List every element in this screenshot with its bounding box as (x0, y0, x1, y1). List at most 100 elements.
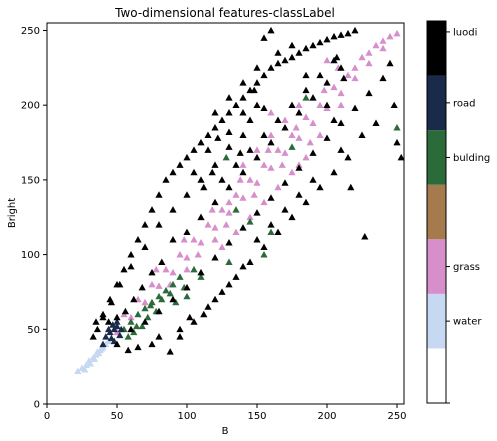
data-point-grass (274, 146, 282, 153)
data-point-bulding (147, 301, 155, 309)
data-point-grass (323, 56, 331, 64)
plot-area (46, 22, 405, 405)
data-point-luodi (253, 236, 261, 243)
data-point-luodi (274, 228, 282, 236)
colorbar-tick-label: water (453, 317, 482, 328)
data-point-grass (292, 123, 300, 131)
data-point-grass (379, 44, 387, 52)
data-point-luodi (239, 168, 247, 176)
data-point-luodi (141, 221, 149, 228)
data-point-luodi (281, 179, 289, 186)
data-point-water (95, 349, 103, 357)
data-point-luodi (260, 104, 268, 112)
data-point-bulding (141, 304, 149, 312)
data-point-luodi (204, 146, 212, 153)
data-point-luodi (337, 64, 345, 71)
data-point-luodi (211, 295, 219, 303)
data-point-luodi (130, 295, 138, 303)
data-point-grass (295, 101, 303, 109)
data-point-bulding (158, 295, 166, 303)
data-point-grass (194, 250, 202, 258)
data-point-luodi (239, 262, 247, 270)
data-point-luodi (288, 213, 296, 221)
data-point-water (81, 366, 89, 373)
data-point-road (102, 333, 110, 340)
data-point-luodi (141, 318, 149, 325)
data-point-grass (393, 29, 401, 37)
data-point-luodi (274, 59, 282, 67)
data-points (74, 26, 405, 375)
x-tick-label: 200 (317, 411, 336, 422)
data-point-luodi (239, 131, 247, 138)
data-point-bulding (144, 313, 152, 321)
data-point-luodi (155, 191, 163, 198)
data-point-luodi (211, 253, 219, 261)
data-point-luodi (274, 116, 282, 123)
data-point-road (113, 318, 121, 325)
data-point-luodi (134, 236, 142, 243)
data-point-bulding (190, 265, 198, 273)
data-point-luodi (337, 31, 345, 38)
colorbar-frame (426, 20, 447, 404)
data-point-luodi (288, 101, 296, 109)
y-tick-label: 50 (27, 325, 40, 336)
data-point-luodi (246, 258, 254, 265)
data-point-luodi (200, 183, 208, 191)
colorbar-segment (427, 239, 446, 294)
data-point-luodi (288, 41, 296, 49)
data-point-luodi (330, 168, 338, 176)
data-point-luodi (351, 104, 359, 112)
data-point-luodi (183, 153, 191, 161)
data-point-grass (320, 86, 328, 94)
data-point-bulding (127, 318, 135, 325)
data-point-luodi (148, 340, 156, 348)
data-point-grass (365, 59, 373, 67)
data-point-luodi (295, 49, 303, 56)
data-point-luodi (214, 134, 222, 141)
data-point-grass (232, 228, 240, 236)
data-point-luodi (190, 168, 198, 176)
data-point-luodi (218, 288, 226, 295)
data-point-grass (316, 131, 324, 138)
data-point-bulding (133, 322, 141, 330)
data-point-grass (267, 164, 275, 171)
data-point-bulding (138, 322, 146, 330)
data-point-grass (197, 239, 205, 246)
data-point-luodi (246, 146, 254, 153)
data-point-grass (183, 265, 191, 273)
data-point-luodi (267, 64, 275, 71)
data-point-luodi (127, 325, 135, 333)
x-tick-label: 50 (111, 411, 124, 422)
data-point-luodi (281, 206, 289, 213)
data-point-luodi (302, 198, 310, 206)
data-point-luodi (260, 34, 268, 41)
data-point-grass (281, 116, 289, 123)
data-point-luodi (155, 221, 163, 228)
data-point-grass (218, 243, 226, 250)
data-point-luodi (281, 56, 289, 64)
data-point-luodi (337, 119, 345, 126)
data-point-luodi (211, 161, 219, 168)
data-point-water (74, 367, 82, 375)
data-point-grass (211, 224, 219, 231)
data-point-luodi (309, 41, 317, 49)
data-point-water (86, 360, 94, 367)
data-point-luodi (232, 161, 240, 168)
data-point-luodi (330, 116, 338, 123)
data-point-luodi (176, 325, 184, 333)
data-point-luodi (309, 94, 317, 101)
data-point-luodi (197, 176, 205, 183)
data-point-luodi (302, 71, 310, 79)
x-tick-label: 250 (387, 411, 406, 422)
colorbar-tick-label: luodi (453, 27, 477, 38)
data-point-luodi (169, 206, 177, 213)
data-point-luodi (211, 109, 219, 116)
data-point-luodi (337, 146, 345, 153)
data-point-luodi (372, 119, 380, 126)
colorbar-segment (427, 130, 446, 185)
data-point-water (91, 355, 99, 363)
data-point-luodi (158, 258, 166, 265)
data-point-luodi (113, 313, 121, 321)
data-point-luodi (190, 146, 198, 153)
